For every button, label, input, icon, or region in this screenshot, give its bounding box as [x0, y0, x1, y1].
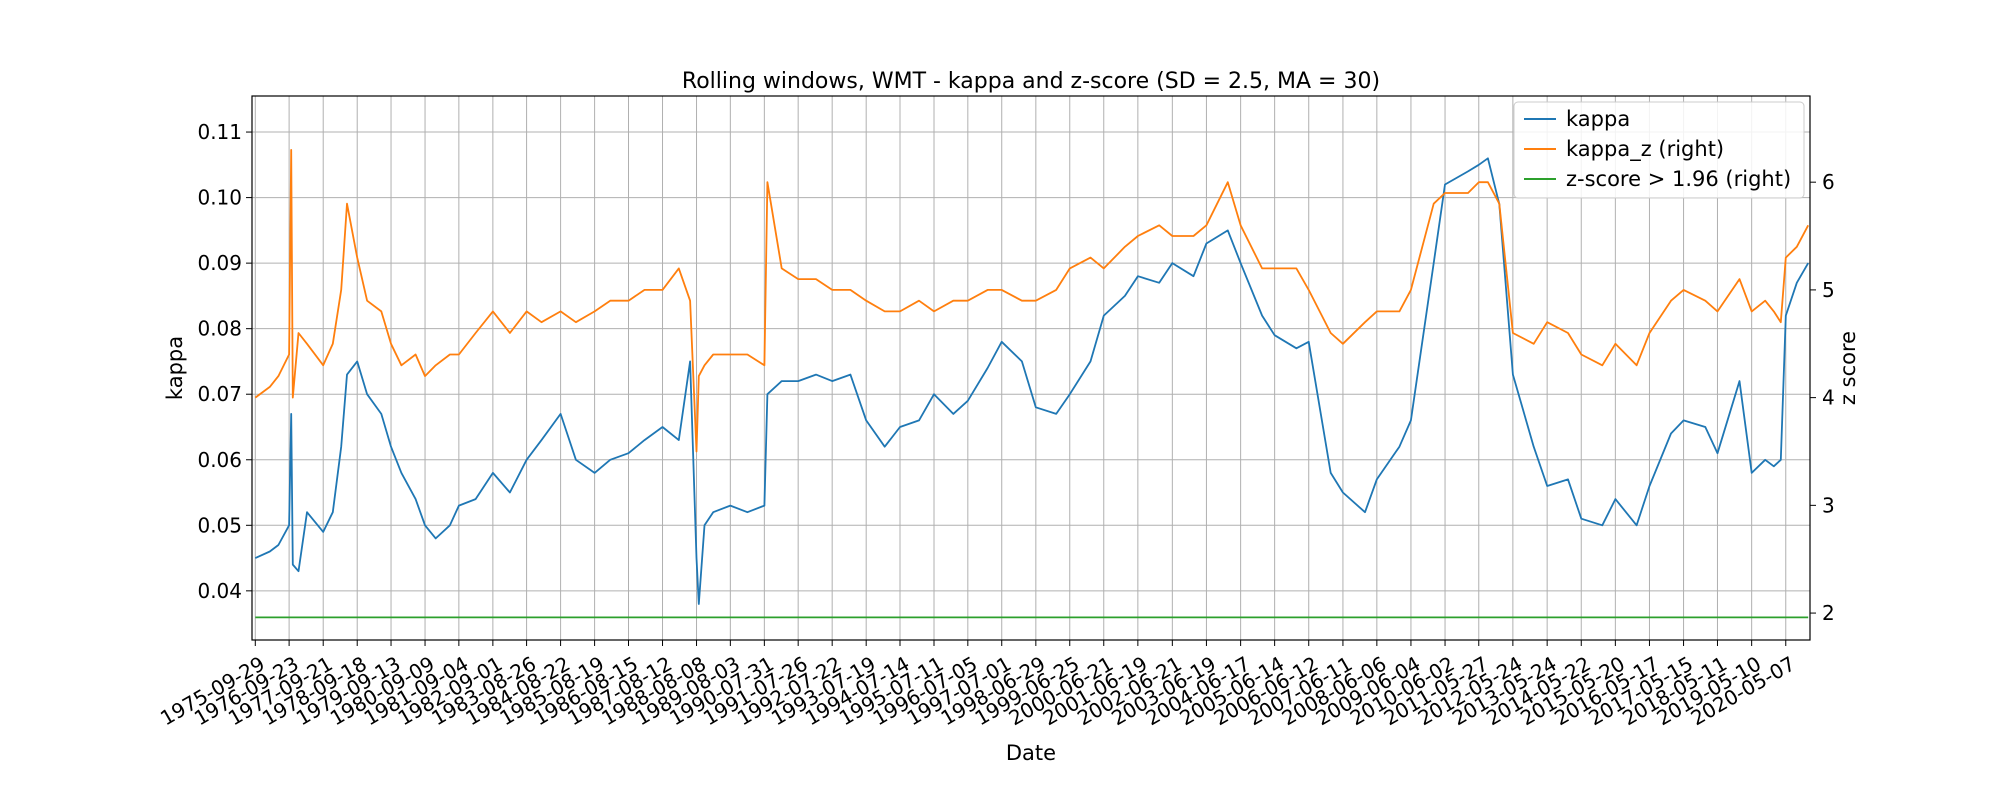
y-right-tick-label: 5 — [1822, 278, 1835, 302]
legend: kappa kappa_z (right) z-score > 1.96 (righ… — [1513, 101, 1805, 199]
legend-box — [1513, 101, 1805, 199]
y-tick-label: 0.08 — [197, 317, 242, 341]
y-tick-label: 0.11 — [197, 120, 242, 144]
y-tick-label: 0.05 — [197, 513, 242, 537]
y-right-axis-label: z score — [1836, 331, 1860, 405]
chart-title: Rolling windows, WMT - kappa and z-score… — [682, 69, 1380, 94]
legend-entry: z-score > 1.96 (right) — [1566, 167, 1791, 191]
y-axis-label: kappa — [163, 336, 187, 400]
plot-frame — [251, 95, 1811, 641]
y-tick-label: 0.09 — [197, 251, 242, 275]
y-tick-label: 0.06 — [197, 448, 242, 472]
legend-entry: kappa — [1566, 107, 1630, 131]
legend-entry: kappa_z (right) — [1566, 137, 1724, 162]
plot-area — [254, 148, 1809, 619]
axes: 1975-09-291976-09-231977-09-211978-09-18… — [156, 95, 1835, 730]
x-axis-label: Date — [1006, 741, 1056, 765]
series-line-2 — [254, 148, 1809, 453]
series-line-1 — [254, 157, 1809, 605]
y-right-tick-label: 3 — [1822, 493, 1835, 517]
y-tick-label: 0.10 — [197, 186, 242, 210]
y-right-tick-label: 6 — [1822, 170, 1835, 194]
y-right-tick-label: 4 — [1822, 386, 1835, 410]
y-right-tick-label: 2 — [1822, 601, 1835, 625]
grid — [252, 96, 1810, 640]
y-tick-label: 0.07 — [197, 382, 242, 406]
y-tick-label: 0.04 — [197, 579, 242, 603]
